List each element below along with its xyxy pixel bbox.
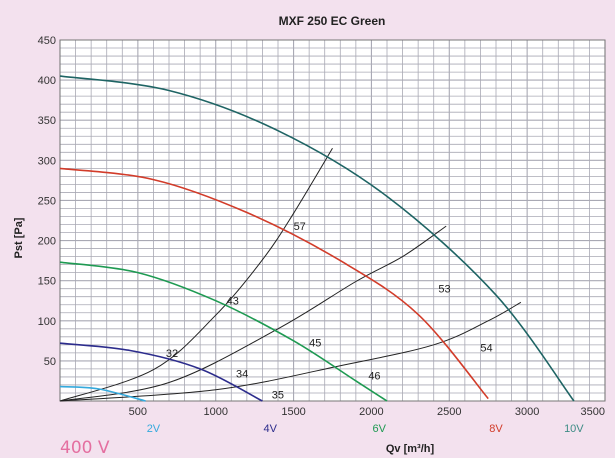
voltage-footer-label: 400 V (60, 438, 110, 458)
voltage-label: 4V (263, 423, 277, 435)
efficiency-label: 46 (368, 370, 380, 382)
fan-curve-6v (59, 261, 388, 402)
y-tick-label: 250 (38, 195, 56, 207)
voltage-label: 10V (564, 423, 584, 435)
voltage-labels: 2V 4V 6V 8V 10V (147, 423, 585, 435)
system-curves (59, 148, 522, 402)
annotations: 57 43 53 45 54 32 34 46 35 (166, 221, 493, 401)
voltage-label: 2V (147, 423, 161, 435)
y-tick-label: 50 (44, 356, 56, 368)
chart-title: MXF 250 EC Green (279, 14, 386, 28)
fan-curves (59, 75, 575, 402)
x-tick-label: 3000 (515, 406, 539, 418)
plot-area (60, 40, 605, 401)
y-tick-label: 150 (38, 276, 56, 288)
x-tick-label: 2000 (359, 406, 383, 418)
efficiency-label: 35 (272, 390, 284, 402)
x-axis-title: Qv [m³/h] (386, 443, 435, 455)
fan-curve-2v (59, 385, 146, 402)
efficiency-label: 54 (480, 342, 492, 354)
system-curve (59, 301, 522, 402)
efficiency-label: 45 (309, 337, 321, 349)
grid-lines (59, 39, 606, 402)
efficiency-label: 32 (166, 348, 178, 360)
system-curve (59, 148, 333, 402)
y-axis-title: Pst [Pa] (13, 217, 25, 258)
x-tick-label: 1500 (281, 406, 305, 418)
axis-ticks: 50 100 150 200 250 300 350 400 450 500 1000 1500 200… (38, 35, 605, 418)
y-tick-label: 300 (38, 155, 56, 167)
efficiency-label: 43 (227, 296, 239, 308)
system-curve (59, 225, 447, 402)
efficiency-label: 53 (438, 284, 450, 296)
x-tick-label: 2500 (437, 406, 461, 418)
voltage-label: 6V (372, 423, 386, 435)
fan-curve-8v (59, 167, 489, 400)
fan-curve-4v (59, 342, 263, 402)
voltage-label: 8V (489, 423, 503, 435)
y-tick-label: 350 (38, 115, 56, 127)
fan-curve-10v (59, 75, 575, 402)
x-tick-label: 1000 (203, 406, 227, 418)
y-tick-label: 450 (38, 35, 56, 47)
y-tick-label: 200 (38, 236, 56, 248)
efficiency-label: 57 (294, 221, 306, 233)
y-tick-label: 400 (38, 75, 56, 87)
plot-border (59, 39, 606, 402)
y-tick-label: 100 (38, 316, 56, 328)
x-tick-label: 3500 (581, 406, 605, 418)
x-tick-label: 500 (129, 406, 147, 418)
efficiency-label: 34 (236, 369, 248, 381)
